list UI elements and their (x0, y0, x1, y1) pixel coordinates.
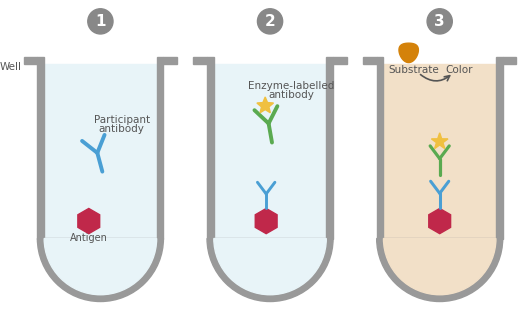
Wedge shape (376, 239, 503, 301)
Polygon shape (429, 208, 450, 234)
Bar (214, 64, 326, 239)
Bar (24, 57, 37, 64)
Polygon shape (257, 97, 274, 113)
Bar (333, 57, 347, 64)
Bar (376, 57, 383, 239)
Bar (163, 57, 177, 64)
Polygon shape (255, 208, 277, 234)
Wedge shape (214, 239, 326, 295)
Circle shape (257, 9, 282, 34)
Bar (207, 57, 214, 239)
Wedge shape (44, 239, 156, 295)
Bar (194, 57, 207, 64)
Wedge shape (214, 239, 326, 295)
Bar (156, 57, 163, 239)
Text: Well: Well (0, 63, 22, 72)
Text: Enzyme-labelled: Enzyme-labelled (248, 81, 334, 91)
Polygon shape (399, 43, 418, 63)
Text: Color: Color (445, 65, 473, 75)
Wedge shape (37, 239, 163, 301)
Bar (363, 57, 376, 64)
Wedge shape (383, 239, 496, 295)
Bar (37, 57, 44, 239)
Text: Antigen: Antigen (70, 233, 108, 243)
FancyArrowPatch shape (421, 75, 450, 81)
Bar (44, 64, 156, 239)
Text: antibody: antibody (268, 90, 314, 100)
Wedge shape (207, 239, 333, 301)
Text: Substrate: Substrate (388, 65, 439, 75)
Circle shape (427, 9, 453, 34)
Text: Participant: Participant (93, 115, 150, 125)
Bar (496, 57, 503, 239)
Wedge shape (383, 239, 496, 295)
Text: 2: 2 (265, 14, 276, 29)
Circle shape (88, 9, 113, 34)
Polygon shape (432, 133, 448, 149)
Text: 1: 1 (95, 14, 106, 29)
Wedge shape (44, 239, 156, 295)
Text: antibody: antibody (99, 124, 145, 134)
Polygon shape (78, 208, 100, 234)
Bar (383, 64, 496, 239)
Bar (326, 57, 333, 239)
Bar (503, 57, 516, 64)
Text: 3: 3 (434, 14, 445, 29)
